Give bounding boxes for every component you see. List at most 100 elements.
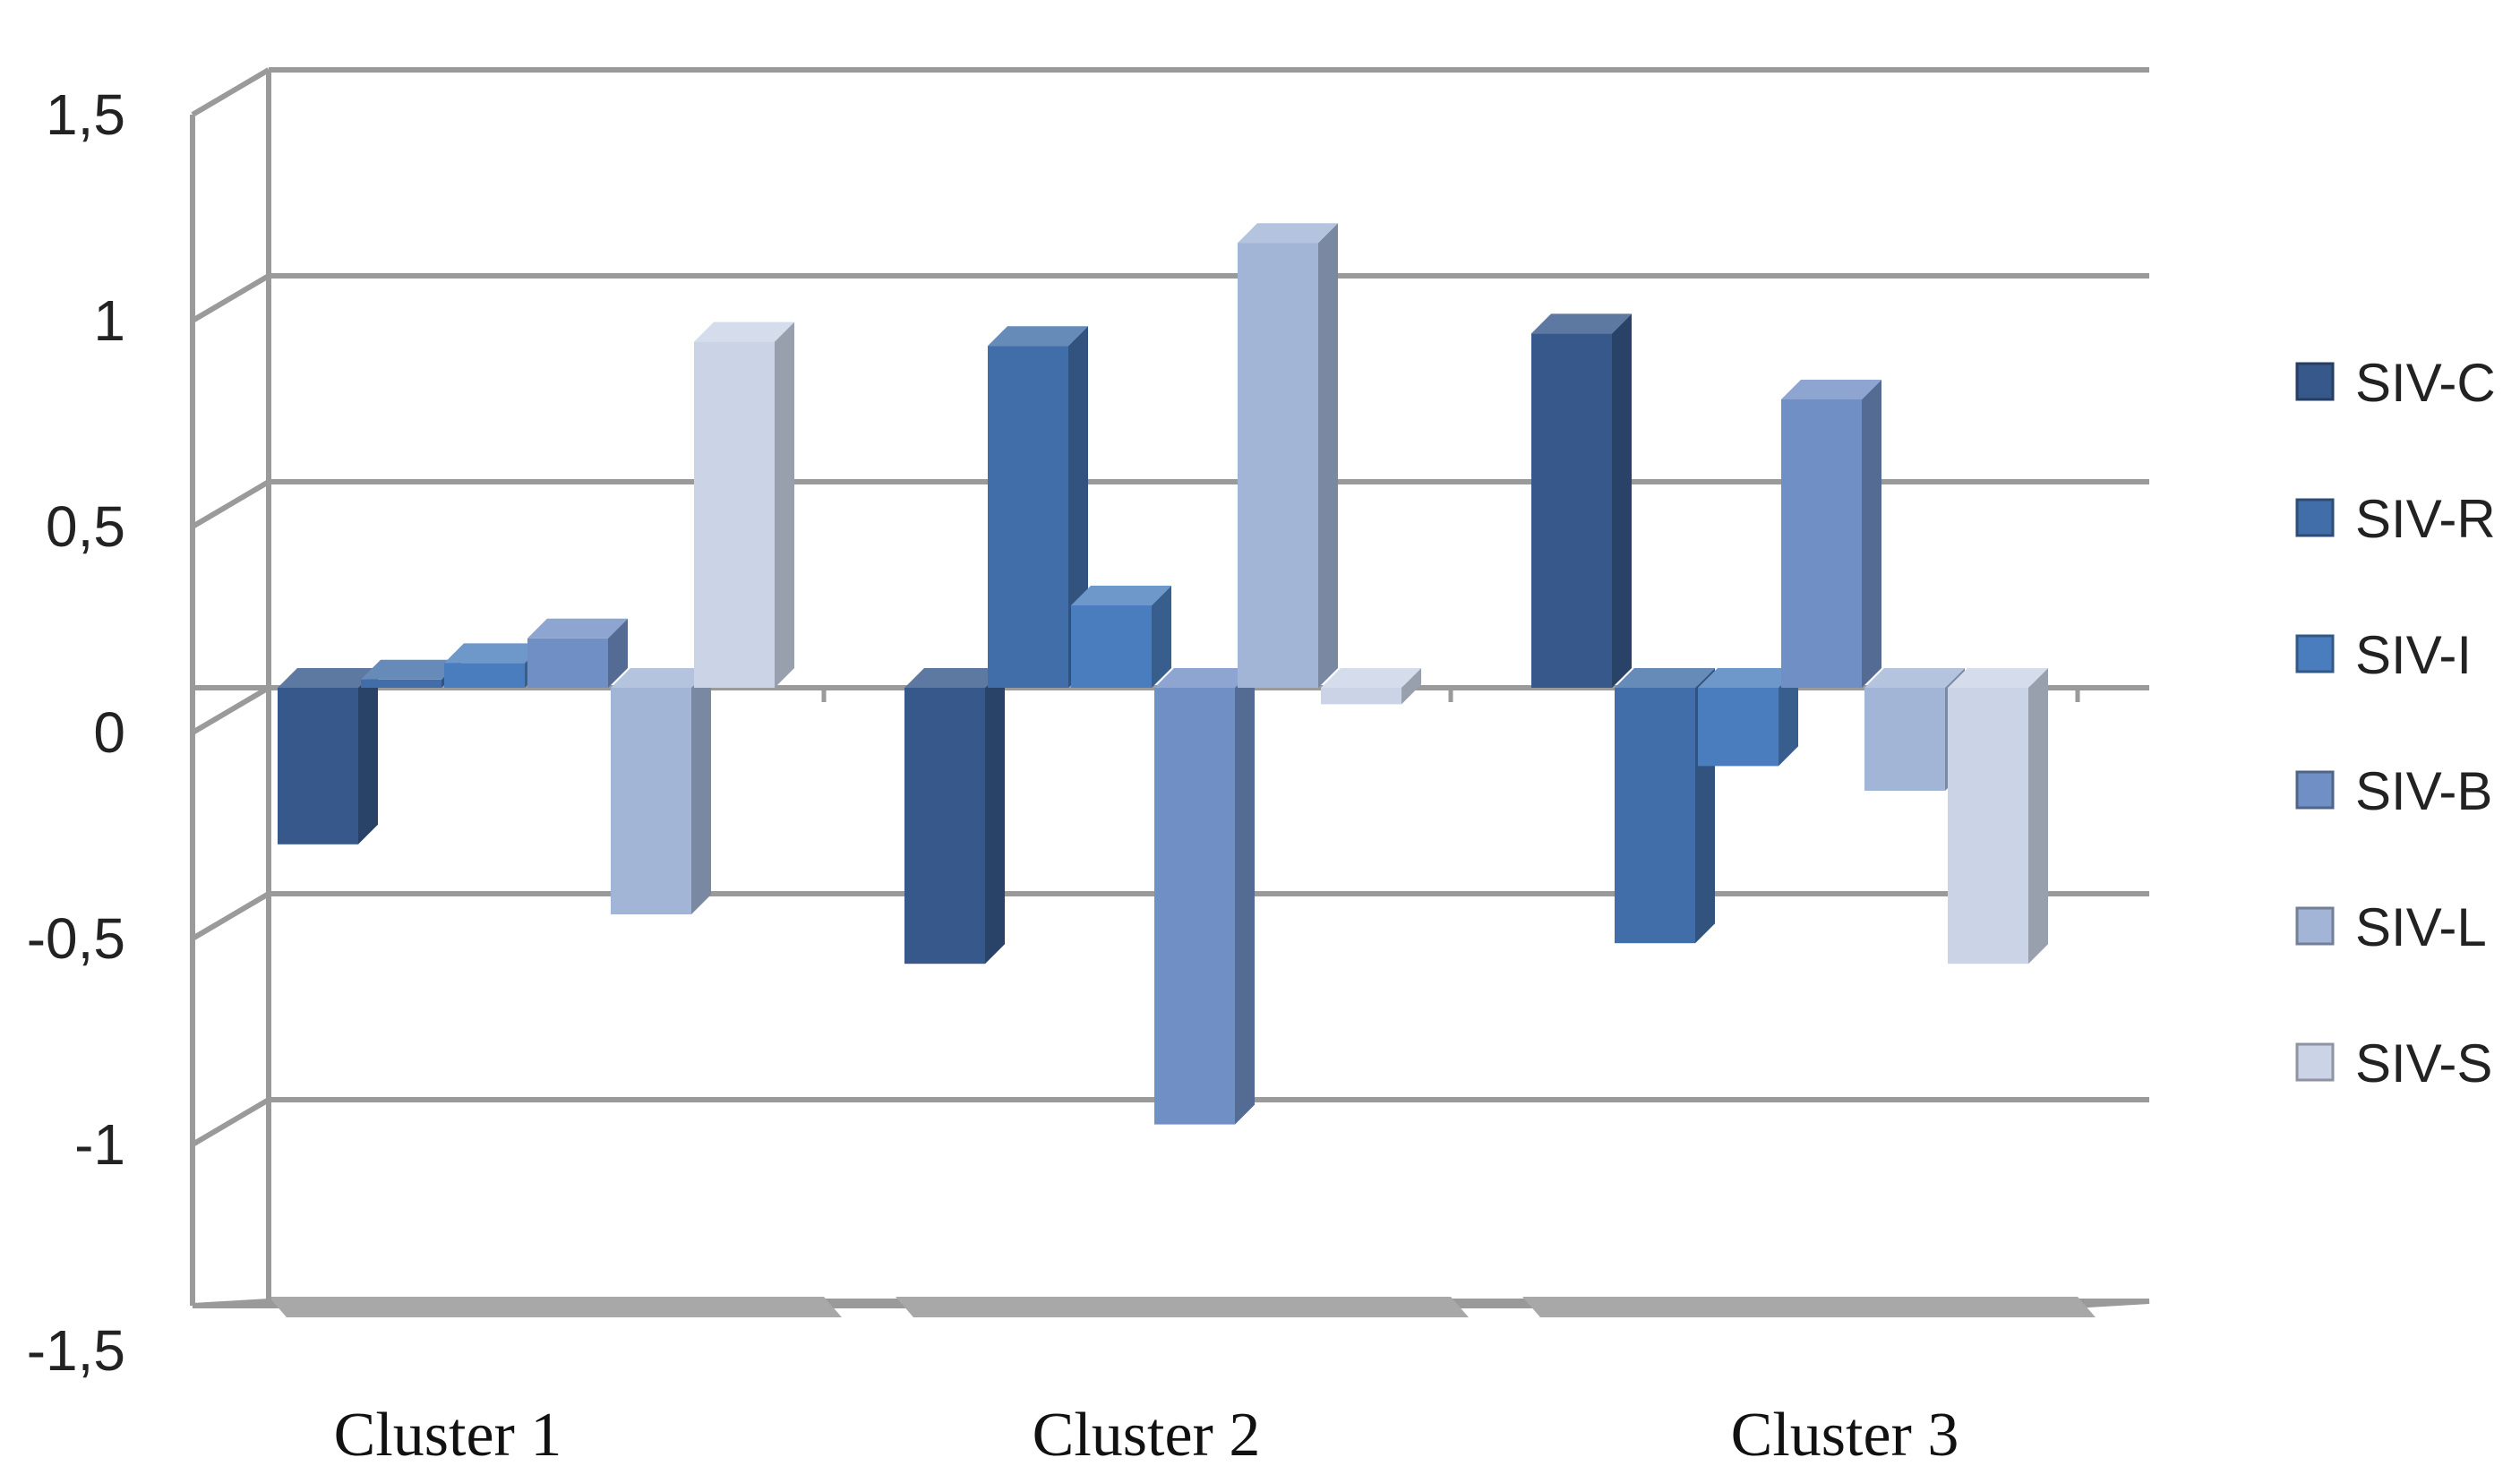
bar — [694, 321, 794, 688]
category-label: Cluster 2 — [1033, 1401, 1261, 1466]
bar-front — [527, 638, 608, 688]
y-tick-label: -0,5 — [27, 906, 125, 971]
bar-top — [278, 668, 378, 688]
bar-front — [1071, 605, 1152, 688]
bar-top — [1698, 668, 1798, 688]
bar-side — [1152, 586, 1171, 688]
bar — [1948, 668, 2048, 964]
bar-front — [1531, 333, 1612, 688]
bar-side — [1779, 668, 1798, 767]
gridline-depth — [191, 685, 270, 735]
legend-swatch — [2295, 1042, 2335, 1082]
bar-side — [691, 668, 711, 914]
bars — [278, 223, 2048, 1125]
bar-top — [527, 618, 628, 639]
bar-front — [694, 341, 775, 688]
bar — [1531, 313, 1632, 688]
legend: SIV-C SIV-R SIV-I SIV-B SIV-L SIV-S — [2295, 353, 2496, 1093]
bar-front — [611, 688, 691, 914]
bar-front — [1781, 399, 1862, 688]
bar-top — [694, 321, 794, 342]
y-tick-label: 0,5 — [46, 494, 125, 559]
bar-side — [608, 618, 628, 688]
legend-swatch — [2295, 770, 2335, 810]
bar — [1321, 668, 1421, 705]
bar-side — [1862, 380, 1881, 688]
legend-item: SIV-C — [2295, 353, 2496, 413]
bar-front — [1154, 688, 1235, 1125]
bar-top — [611, 668, 711, 688]
legend-label: SIV-S — [2355, 1033, 2492, 1093]
y-tick-label: 0 — [93, 700, 125, 765]
bar-top — [1948, 668, 2048, 688]
bar — [1781, 380, 1881, 688]
bar-top — [1531, 313, 1632, 334]
category-label: Cluster 3 — [1731, 1401, 1959, 1466]
bar-front — [904, 688, 985, 964]
bar — [278, 668, 378, 844]
bar — [1698, 668, 1798, 767]
bar — [1154, 668, 1255, 1125]
axes — [190, 70, 271, 1306]
legend-swatch — [2295, 498, 2335, 537]
bar-side — [1401, 668, 1421, 705]
legend-item: SIV-S — [2295, 1033, 2492, 1093]
bar-top — [1154, 668, 1255, 688]
bar-side — [1612, 313, 1632, 688]
bar-top — [1615, 668, 1715, 688]
legend-label: SIV-I — [2355, 625, 2472, 685]
gridline-depth — [191, 1097, 270, 1147]
bar-front — [1698, 688, 1779, 767]
bar-front — [988, 346, 1068, 688]
bar-front — [1321, 688, 1401, 705]
bar-top — [361, 659, 461, 680]
bar-front — [278, 688, 358, 844]
y-tick-label: 1 — [93, 288, 125, 353]
bar-top — [444, 643, 544, 664]
y-tick-label: -1,5 — [27, 1318, 125, 1383]
floor-shadow — [269, 1297, 842, 1317]
legend-swatch — [2295, 634, 2335, 673]
bar-side — [775, 321, 794, 688]
bar — [1238, 223, 1338, 688]
bar-top — [1321, 668, 1421, 688]
bar-front — [1238, 243, 1318, 688]
bar-front — [444, 663, 525, 688]
legend-swatch — [2295, 362, 2335, 401]
bar-top — [904, 668, 1005, 688]
gridline-depth — [191, 479, 270, 529]
bar — [1071, 586, 1171, 688]
y-tick-label: 1,5 — [46, 82, 125, 147]
floor-shadow — [1522, 1297, 2096, 1317]
legend-swatch — [2295, 906, 2335, 946]
bar — [527, 618, 628, 688]
gridline-depth — [191, 891, 270, 941]
legend-item: SIV-I — [2295, 625, 2472, 685]
category-labels: Cluster 1 Cluster 2 Cluster 3 — [334, 1401, 1959, 1466]
bar-side — [358, 668, 378, 844]
bar — [904, 668, 1005, 964]
legend-label: SIV-L — [2355, 897, 2487, 957]
bar-front — [1615, 688, 1695, 944]
gridline-depth — [191, 273, 270, 323]
legend-label: SIV-B — [2355, 761, 2492, 821]
floor-shadow — [896, 1297, 1469, 1317]
legend-item: SIV-B — [2295, 761, 2492, 821]
bar-front — [1948, 688, 2028, 964]
bar-front — [1864, 688, 1945, 791]
bar-side — [1235, 668, 1255, 1125]
bar-top — [1781, 380, 1881, 399]
legend-label: SIV-C — [2355, 353, 2496, 413]
chart-floor — [192, 1297, 2150, 1317]
bar — [611, 668, 711, 914]
gridline-depth — [191, 67, 270, 117]
legend-label: SIV-R — [2355, 489, 2496, 549]
bar-side — [2028, 668, 2048, 964]
bar-top — [1864, 668, 1965, 688]
y-tick-label: -1 — [74, 1112, 125, 1177]
bar-top — [988, 326, 1088, 347]
y-tick-labels: 1,5 1 0,5 0 -0,5 -1 -1,5 — [27, 82, 125, 1383]
legend-item: SIV-L — [2295, 897, 2487, 957]
bar-side — [985, 668, 1005, 964]
